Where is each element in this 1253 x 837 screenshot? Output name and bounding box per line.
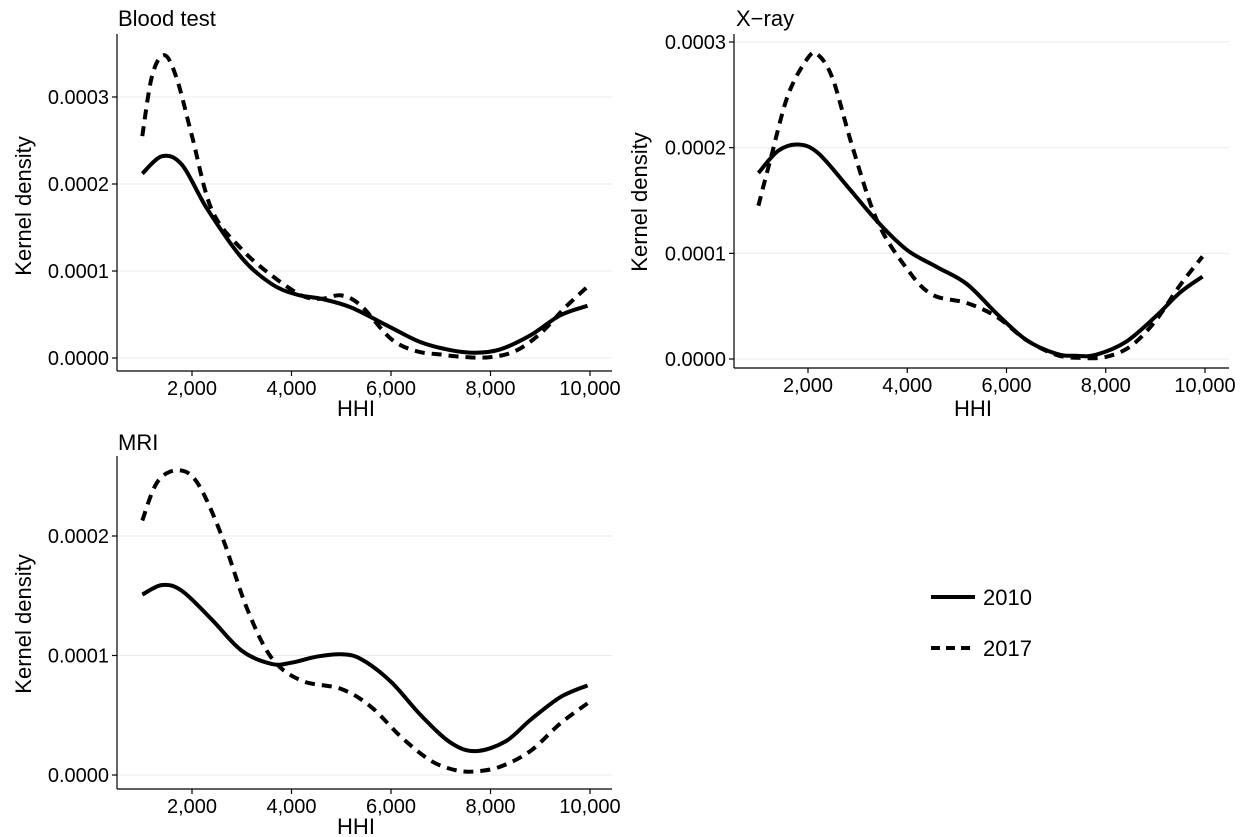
- y-tick-label: 0.0001: [48, 646, 109, 668]
- legend-label-2010: 2010: [983, 585, 1032, 610]
- x-tick-label: 4,000: [266, 796, 316, 818]
- y-tick-label: 0.0002: [665, 138, 726, 160]
- x-ray-panel: X−ray HHI Kernel density 0.0000 0.0001 0.0…: [627, 6, 1236, 421]
- x-tick-label: 10,000: [1174, 375, 1235, 397]
- x-tick-label: 8,000: [1081, 375, 1131, 397]
- panel-title: X−ray: [736, 6, 794, 31]
- blood-test-panel: Blood test HHI Kernel density 0.0000 0.00…: [11, 6, 621, 421]
- series-line-2010: [141, 582, 589, 754]
- x-tick-label: 4,000: [882, 375, 932, 397]
- x-tick-label: 10,000: [559, 796, 620, 818]
- x-tick-label: 4,000: [266, 378, 316, 400]
- y-tick-label: 0.0002: [48, 526, 109, 548]
- x-axis-title: HHI: [337, 396, 375, 421]
- series-line-2017: [756, 50, 1205, 361]
- y-tick-label: 0.0002: [48, 174, 109, 196]
- x-tick-label: 8,000: [465, 378, 515, 400]
- x-tick-label: 2,000: [783, 375, 833, 397]
- panel-title: Blood test: [118, 6, 216, 31]
- series-line-2017: [140, 53, 589, 360]
- panel-title: MRI: [118, 430, 158, 455]
- series-line-2017: [140, 468, 589, 774]
- x-tick-label: 6,000: [366, 796, 416, 818]
- x-axis-title: HHI: [337, 814, 375, 837]
- y-axis-title: Kernel density: [627, 132, 652, 271]
- x-tick-label: 6,000: [366, 378, 416, 400]
- y-tick-label: 0.0000: [665, 349, 726, 371]
- x-tick-label: 10,000: [559, 378, 620, 400]
- series-line-2010: [756, 142, 1204, 359]
- x-tick-label: 2,000: [167, 796, 217, 818]
- y-axis-title: Kernel density: [11, 136, 36, 275]
- y-tick-label: 0.0000: [48, 348, 109, 370]
- y-tick-label: 0.0001: [48, 261, 109, 283]
- y-axis-title: Kernel density: [11, 554, 36, 693]
- y-tick-label: 0.0003: [48, 87, 109, 109]
- legend-label-2017: 2017: [983, 636, 1032, 661]
- y-tick-label: 0.0001: [665, 243, 726, 265]
- x-tick-label: 6,000: [981, 375, 1031, 397]
- legend: 2010 2017: [931, 585, 1032, 661]
- mri-panel: MRI HHI Kernel density 0.0000 0.0001 0.000…: [11, 430, 621, 837]
- x-axis-title: HHI: [954, 396, 992, 421]
- y-tick-label: 0.0003: [665, 32, 726, 54]
- x-tick-label: 2,000: [167, 378, 217, 400]
- x-tick-label: 8,000: [465, 796, 515, 818]
- series-line-2010: [140, 153, 589, 355]
- y-tick-label: 0.0000: [48, 765, 109, 787]
